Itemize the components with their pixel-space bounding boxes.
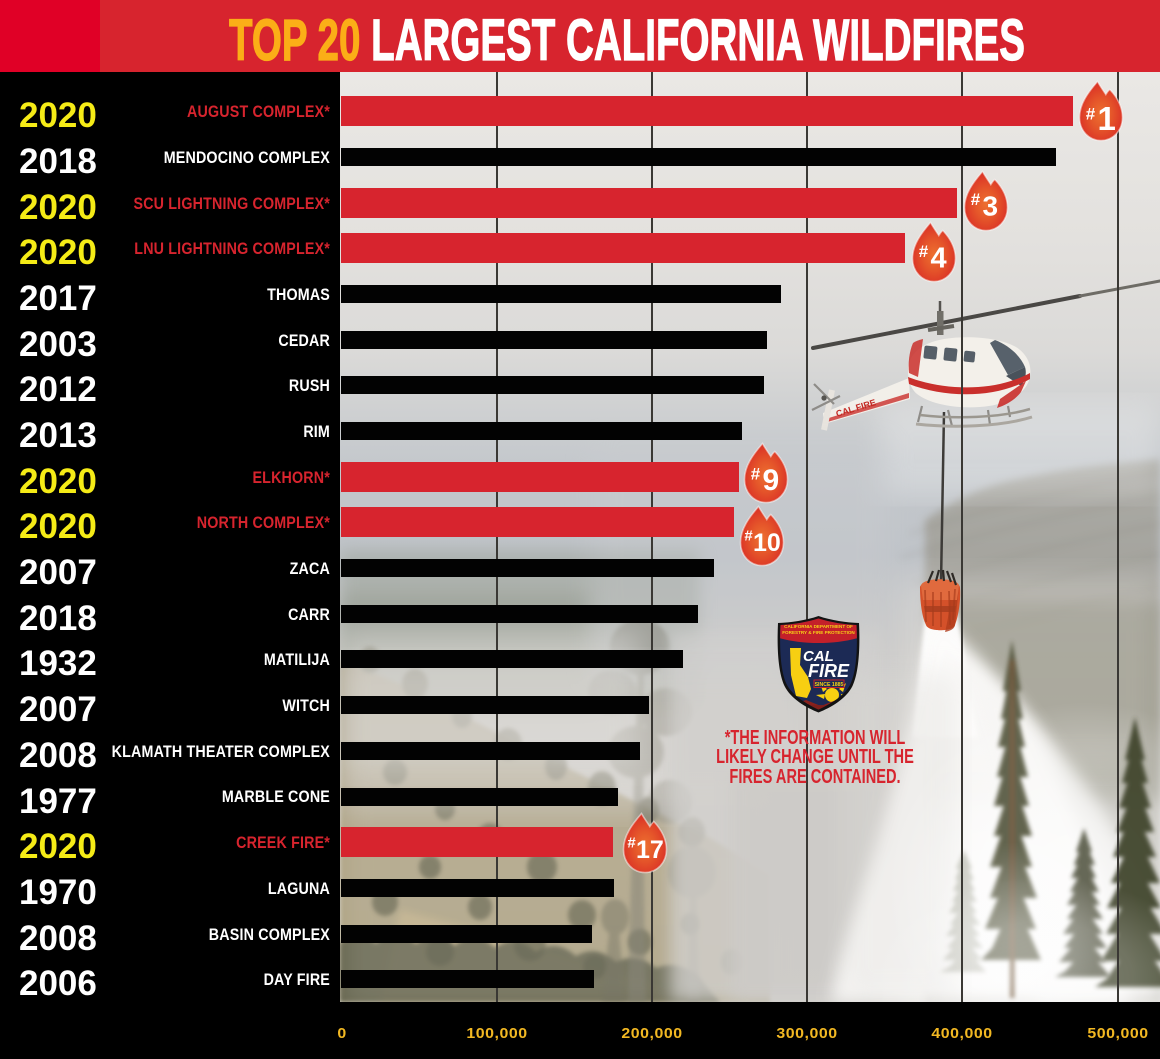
svg-text:#: # (971, 190, 981, 209)
svg-text:10: 10 (753, 529, 781, 557)
svg-text:#: # (744, 528, 753, 545)
svg-text:9: 9 (763, 464, 780, 497)
svg-text:#: # (627, 835, 636, 852)
svg-text:#: # (751, 465, 761, 484)
svg-text:#: # (1086, 105, 1096, 124)
svg-text:FORESTRY & FIRE PROTECTION: FORESTRY & FIRE PROTECTION (782, 630, 855, 635)
svg-text:4: 4 (931, 243, 947, 275)
svg-text:FIRE: FIRE (808, 661, 850, 681)
svg-text:3: 3 (983, 191, 999, 222)
svg-text:SINCE 1885: SINCE 1885 (815, 682, 844, 688)
svg-text:#: # (919, 242, 929, 261)
svg-text:17: 17 (636, 836, 664, 864)
svg-text:CALIFORNIA DEPARTMENT OF: CALIFORNIA DEPARTMENT OF (784, 624, 853, 629)
svg-text:1: 1 (1098, 100, 1116, 137)
svg-text:CAL: CAL (803, 648, 834, 665)
